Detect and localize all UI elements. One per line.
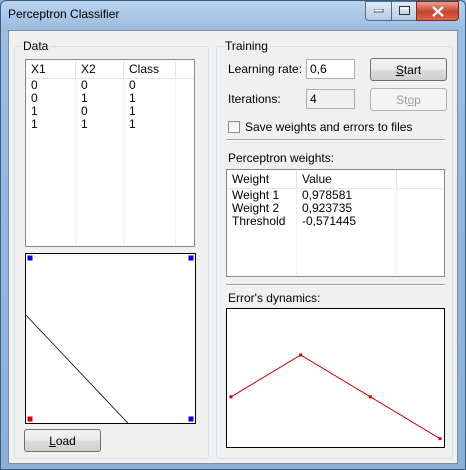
weights-list[interactable]: Weight Value Weight 1 0,978581 Weight 2 … <box>226 169 445 277</box>
errors-title: Error's dynamics: <box>228 291 321 305</box>
learning-rate-input[interactable]: 0,6 <box>306 59 355 79</box>
table-row[interactable]: Weight 2 0,923735 <box>227 202 444 215</box>
data-point-class-1 <box>188 416 194 422</box>
table-row[interactable]: Weight 1 0,978581 <box>227 189 444 202</box>
cell-value: -0,571445 <box>302 214 357 228</box>
weights-title: Perceptron weights: <box>228 151 335 165</box>
cell-x1: 1 <box>31 104 38 118</box>
start-button[interactable]: Start <box>370 58 447 81</box>
iterations-label: Iterations: <box>228 92 281 106</box>
column-header-x2[interactable]: X2 <box>76 60 124 78</box>
cell-x2: 0 <box>81 104 88 118</box>
table-row[interactable]: 1 0 1 <box>26 105 194 118</box>
cell-value: 0,978581 <box>302 188 353 202</box>
data-plot-canvas <box>21 255 194 469</box>
error-line <box>230 354 441 440</box>
column-header-weight[interactable]: Weight <box>227 170 297 188</box>
data-point-class-1 <box>188 255 194 261</box>
minimize-button[interactable] <box>365 1 392 21</box>
cell-x1: 1 <box>31 117 38 131</box>
grid-line <box>175 78 176 246</box>
error-point <box>299 353 303 357</box>
data-group-label: Data <box>21 39 51 53</box>
grid-line <box>396 188 397 276</box>
cell-class: 1 <box>129 91 136 105</box>
client-area: Data X1 X2 Class 0 0 0 0 1 1 1 <box>8 30 458 469</box>
load-button-label: Load <box>49 433 76 448</box>
stop-button-label: Stop <box>396 92 421 107</box>
cell-weight: Weight 1 <box>232 188 280 202</box>
separating-line <box>21 310 172 469</box>
cell-weight: Weight 2 <box>232 201 280 215</box>
cell-class: 1 <box>129 117 136 131</box>
separator <box>226 284 445 286</box>
start-button-label: Start <box>395 62 422 77</box>
weights-list-header: Weight Value <box>227 170 444 189</box>
cell-class: 1 <box>129 104 136 118</box>
maximize-button[interactable] <box>391 1 417 21</box>
cell-x1: 0 <box>31 91 38 105</box>
data-group: Data <box>14 39 209 459</box>
data-point-class-0 <box>27 416 33 422</box>
maximize-icon <box>398 6 410 15</box>
data-plot <box>21 253 196 469</box>
iterations-field[interactable]: 4 <box>306 89 355 109</box>
error-point <box>229 395 233 399</box>
cell-x2: 1 <box>81 117 88 131</box>
cell-x1: 0 <box>31 78 38 92</box>
error-point <box>368 395 372 399</box>
grid-line <box>75 78 76 246</box>
close-icon <box>431 5 444 17</box>
cell-class: 0 <box>129 78 136 92</box>
grid-line <box>296 188 297 276</box>
stop-button[interactable]: Stop <box>370 88 447 111</box>
cell-x2: 1 <box>81 91 88 105</box>
minimize-icon <box>373 9 383 13</box>
save-checkbox[interactable] <box>228 121 240 133</box>
load-button[interactable]: Load <box>24 429 101 452</box>
close-button[interactable] <box>416 1 459 21</box>
column-header-value[interactable]: Value <box>297 170 397 188</box>
learning-rate-label: Learning rate: <box>228 62 303 76</box>
error-plot-canvas <box>229 353 442 441</box>
training-group-label: Training <box>223 39 270 53</box>
column-header-x1[interactable]: X1 <box>26 60 76 78</box>
data-list-header: X1 X2 Class <box>26 60 194 79</box>
training-group: Training <box>216 39 453 459</box>
table-row[interactable]: 0 0 0 <box>26 79 194 92</box>
error-plot <box>226 308 445 448</box>
cell-x2: 0 <box>81 78 88 92</box>
title-bar[interactable]: Perceptron Classifier <box>1 1 465 29</box>
window-title: Perceptron Classifier <box>8 7 120 21</box>
data-point-class-1 <box>27 255 33 261</box>
cell-value: 0,923735 <box>302 201 353 215</box>
cell-weight: Threshold <box>232 214 286 228</box>
error-point <box>438 437 442 441</box>
table-row[interactable]: Threshold -0,571445 <box>227 215 444 228</box>
table-row[interactable]: 0 1 1 <box>26 92 194 105</box>
separator <box>226 139 445 141</box>
data-list[interactable]: X1 X2 Class 0 0 0 0 1 1 1 0 1 <box>25 59 195 247</box>
grid-line <box>123 78 124 246</box>
save-checkbox-label[interactable]: Save weights and errors to files <box>245 120 413 134</box>
table-row[interactable]: 1 1 1 <box>26 118 194 131</box>
column-header-class[interactable]: Class <box>124 60 176 78</box>
